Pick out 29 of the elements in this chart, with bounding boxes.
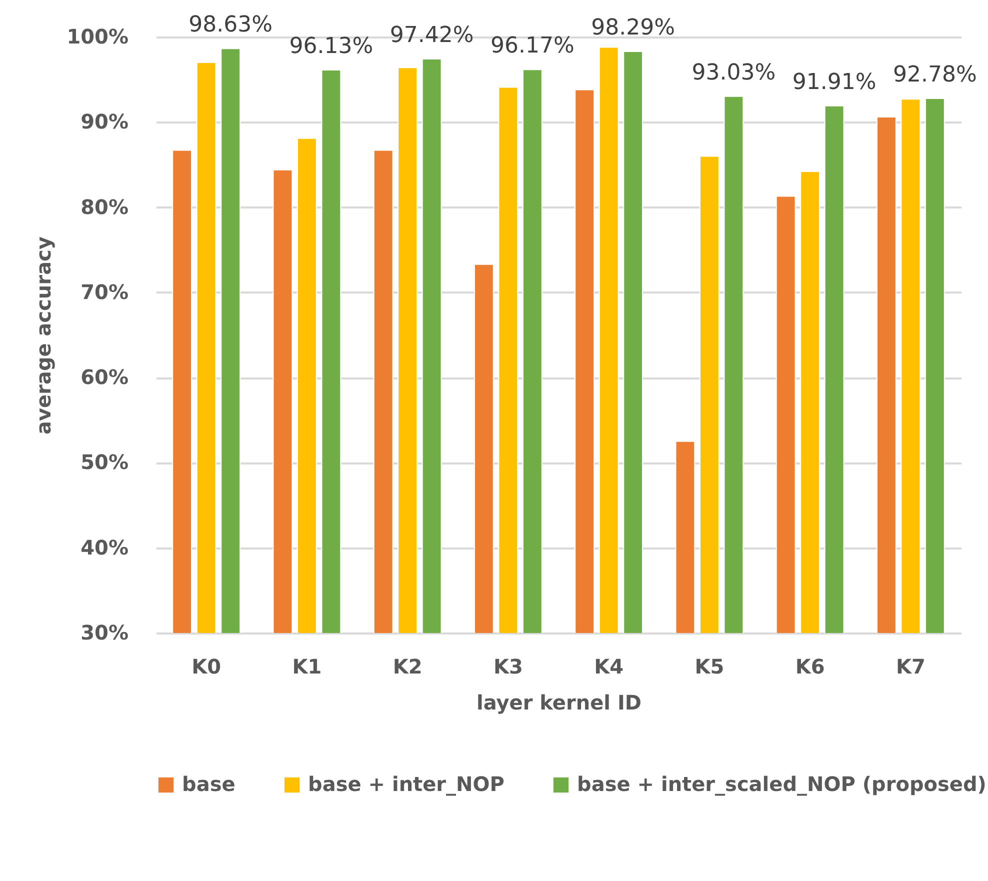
legend-label: base + inter_NOP	[308, 772, 504, 796]
data-label: 91.91%	[792, 70, 876, 95]
data-label: 97.42%	[390, 22, 474, 48]
data-label: 98.29%	[591, 16, 676, 41]
x-tick-label: K1	[292, 654, 322, 678]
y-tick-label: 80%	[80, 194, 128, 219]
x-tick-label: K3	[493, 654, 523, 678]
legend-label: base	[182, 772, 236, 796]
data-label: 92.78%	[892, 62, 977, 88]
y-tick-label: 70%	[80, 280, 128, 304]
x-tick-label: K6	[795, 654, 825, 678]
y-tick-label: 50%	[80, 450, 128, 474]
x-tick-label: K0	[192, 654, 222, 678]
x-tick-label: K7	[896, 654, 926, 678]
y-tick-label: 40%	[80, 535, 128, 560]
y-tick-label: 100%	[66, 24, 128, 48]
data-label: 93.03%	[692, 60, 776, 86]
y-axis-title: average accuracy	[32, 236, 56, 434]
y-tick-label: 30%	[80, 620, 128, 644]
x-axis-title: layer kernel ID	[476, 690, 642, 714]
x-tick-label: K5	[694, 654, 724, 678]
y-tick-label: 60%	[80, 365, 128, 390]
y-tick-label: 90%	[80, 110, 128, 134]
x-tick-label: K2	[392, 654, 422, 678]
data-label: 96.13%	[289, 34, 374, 59]
data-label: 96.17%	[490, 34, 574, 59]
x-tick-label: K4	[594, 654, 624, 678]
data-label: 98.63%	[188, 12, 273, 38]
legend-label: base + inter_scaled_NOP (proposed)	[577, 772, 986, 796]
